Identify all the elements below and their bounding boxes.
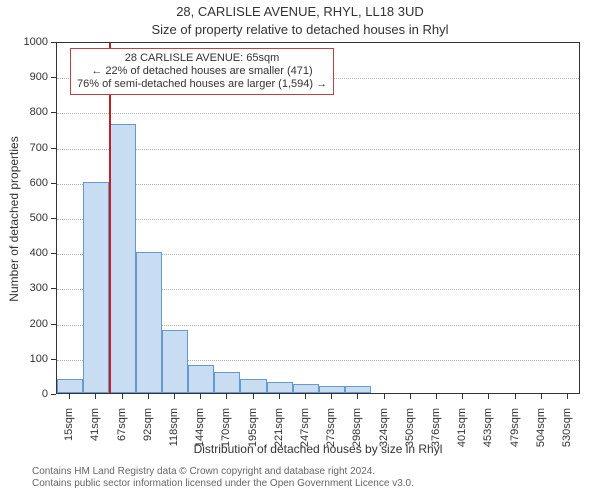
x-tick-label: 195sqm	[247, 408, 259, 458]
y-tick-label: 600	[12, 178, 48, 189]
x-tick-label: 247sqm	[299, 408, 311, 458]
histogram-bar	[57, 379, 83, 393]
y-tick-label: 100	[12, 354, 48, 365]
footer-line-2: Contains public sector information licen…	[32, 478, 414, 490]
histogram-bar	[136, 252, 162, 393]
histogram-bar	[109, 124, 135, 393]
footer-text: Contains HM Land Registry data © Crown c…	[32, 466, 414, 490]
x-axis-label: Distribution of detached houses by size …	[56, 442, 580, 456]
y-tick-mark	[51, 77, 56, 78]
x-tick-label: 118sqm	[168, 408, 180, 458]
y-tick-label: 800	[12, 107, 48, 118]
x-tick-mark	[357, 394, 358, 399]
histogram-bar	[345, 386, 371, 393]
x-tick-mark	[515, 394, 516, 399]
x-tick-mark	[95, 394, 96, 399]
y-tick-mark	[51, 112, 56, 113]
y-tick-mark	[51, 148, 56, 149]
x-tick-label: 401sqm	[456, 408, 468, 458]
y-tick-mark	[51, 183, 56, 184]
x-tick-label: 350sqm	[404, 408, 416, 458]
y-tick-label: 900	[12, 72, 48, 83]
x-tick-label: 92sqm	[142, 408, 154, 458]
footer-line-1: Contains HM Land Registry data © Crown c…	[32, 466, 414, 478]
x-tick-label: 221sqm	[273, 408, 285, 458]
y-tick-mark	[51, 288, 56, 289]
histogram-bar	[188, 365, 214, 393]
x-tick-mark	[384, 394, 385, 399]
x-tick-label: 479sqm	[509, 408, 521, 458]
y-tick-label: 400	[12, 248, 48, 259]
x-tick-mark	[200, 394, 201, 399]
x-tick-label: 170sqm	[220, 408, 232, 458]
x-tick-mark	[462, 394, 463, 399]
y-tick-label: 0	[12, 389, 48, 400]
x-tick-mark	[148, 394, 149, 399]
histogram-bar	[214, 372, 240, 393]
histogram-bar	[319, 386, 345, 393]
x-tick-mark	[305, 394, 306, 399]
x-tick-label: 273sqm	[325, 408, 337, 458]
y-tick-mark	[51, 218, 56, 219]
callout-box: 28 CARLISLE AVENUE: 65sqm ← 22% of detac…	[70, 48, 334, 95]
x-tick-mark	[410, 394, 411, 399]
property-marker-line	[109, 43, 111, 393]
x-tick-label: 144sqm	[194, 408, 206, 458]
histogram-bar	[83, 182, 109, 393]
y-tick-mark	[51, 253, 56, 254]
y-tick-label: 700	[12, 143, 48, 154]
x-tick-mark	[279, 394, 280, 399]
page-subtitle: Size of property relative to detached ho…	[0, 22, 600, 37]
x-tick-mark	[541, 394, 542, 399]
histogram-bar	[240, 379, 266, 393]
x-tick-mark	[331, 394, 332, 399]
y-tick-mark	[51, 324, 56, 325]
histogram-bar	[267, 382, 293, 393]
callout-line-1: 28 CARLISLE AVENUE: 65sqm	[77, 52, 327, 65]
x-tick-label: 67sqm	[116, 408, 128, 458]
x-tick-mark	[174, 394, 175, 399]
x-tick-label: 41sqm	[89, 408, 101, 458]
y-tick-mark	[51, 359, 56, 360]
x-tick-label: 298sqm	[351, 408, 363, 458]
x-tick-mark	[488, 394, 489, 399]
y-tick-label: 200	[12, 319, 48, 330]
x-tick-mark	[567, 394, 568, 399]
y-tick-mark	[51, 394, 56, 395]
x-tick-mark	[226, 394, 227, 399]
x-tick-mark	[69, 394, 70, 399]
x-tick-label: 324sqm	[378, 408, 390, 458]
x-tick-label: 504sqm	[535, 408, 547, 458]
page-title: 28, CARLISLE AVENUE, RHYL, LL18 3UD	[0, 4, 600, 19]
x-tick-label: 376sqm	[430, 408, 442, 458]
y-tick-label: 500	[12, 213, 48, 224]
x-tick-mark	[436, 394, 437, 399]
histogram-bar	[293, 384, 319, 393]
gridline	[57, 113, 579, 114]
y-tick-mark	[51, 42, 56, 43]
x-tick-label: 530sqm	[561, 408, 573, 458]
x-tick-mark	[122, 394, 123, 399]
x-tick-mark	[253, 394, 254, 399]
y-tick-label: 1000	[12, 37, 48, 48]
x-tick-label: 453sqm	[482, 408, 494, 458]
y-tick-label: 300	[12, 283, 48, 294]
callout-line-2: ← 22% of detached houses are smaller (47…	[77, 65, 327, 78]
callout-line-3: 76% of semi-detached houses are larger (…	[77, 78, 327, 91]
histogram-bar	[162, 330, 188, 393]
x-tick-label: 15sqm	[63, 408, 75, 458]
